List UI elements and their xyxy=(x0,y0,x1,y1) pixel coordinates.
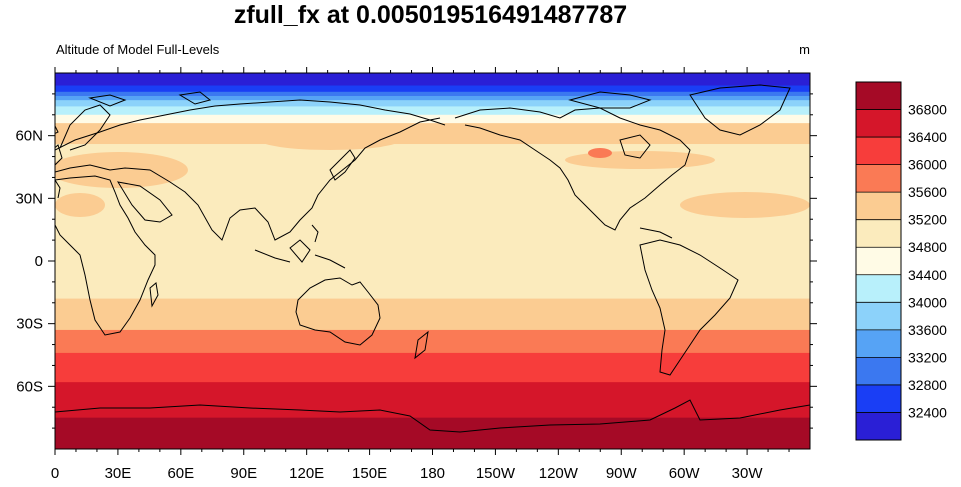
colorbar-box xyxy=(856,82,901,110)
colorbar-box xyxy=(856,137,901,165)
colorbar-box xyxy=(856,219,901,248)
colorbar-label: 33600 xyxy=(908,322,947,338)
axis-ticks xyxy=(48,67,817,455)
contour-band-9 xyxy=(55,298,810,331)
y-tick-labels: 60N 30N 0 30S 60S xyxy=(15,128,43,396)
colorbar-box xyxy=(856,302,901,331)
y-tick-label: 60N xyxy=(15,128,43,145)
chart-title: zfull_fx at 0.005019516491487787 xyxy=(233,1,628,29)
colorbar-box xyxy=(856,192,901,220)
colorbar-label: 32400 xyxy=(908,404,947,420)
contour-band-5 xyxy=(55,106,810,116)
x-tick-label: 120W xyxy=(539,465,579,482)
contour-band-1 xyxy=(55,85,810,93)
colorbar-label: 34000 xyxy=(908,294,947,310)
colorbar-label: 32800 xyxy=(908,377,947,393)
y-tick-label: 0 xyxy=(35,253,43,270)
colorbar-label: 35200 xyxy=(908,212,947,228)
coastlines xyxy=(55,84,810,433)
colorbar-box xyxy=(856,384,901,413)
contour-band-13 xyxy=(55,417,810,449)
x-tick-label: 120E xyxy=(289,465,324,482)
left-subtitle: Altitude of Model Full-Levels xyxy=(56,42,220,57)
colorbar-label: 36800 xyxy=(908,102,947,118)
x-tick-label: 150E xyxy=(352,465,387,482)
colorbar-label: 34800 xyxy=(908,239,947,255)
contour-band-3 xyxy=(55,95,810,101)
colorbar-box xyxy=(856,109,901,138)
contour-band-0 xyxy=(55,73,810,87)
contour-anomalies xyxy=(55,130,810,218)
x-tick-label: 150W xyxy=(476,465,516,482)
x-tick-label: 0 xyxy=(51,465,59,482)
x-tick-label: 30W xyxy=(732,465,764,482)
x-tick-label: 180 xyxy=(420,465,445,482)
colorbar-box xyxy=(856,247,901,276)
colorbar-box xyxy=(856,274,901,303)
contour-band-12 xyxy=(55,382,810,419)
colorbar-label: 35600 xyxy=(908,184,947,200)
y-tick-label: 60S xyxy=(16,378,43,395)
y-tick-label: 30S xyxy=(16,316,43,333)
units-label: m xyxy=(799,42,810,57)
x-tick-label: 90E xyxy=(230,465,257,482)
x-tick-label: 90W xyxy=(606,465,638,482)
x-tick-labels: 0 30E 60E 90E 120E 150E 180 150W 120W 90W 60W 30W xyxy=(51,465,764,482)
colorbar-label: 36000 xyxy=(908,157,947,173)
colorbar-box xyxy=(856,329,901,358)
colorbar-box xyxy=(856,412,901,441)
contour-band-7 xyxy=(55,123,810,145)
contour-band-2 xyxy=(55,91,810,97)
y-tick-label: 30N xyxy=(15,190,43,207)
colorbar-label: 33200 xyxy=(908,349,947,365)
contour-bands xyxy=(55,73,810,449)
colorbar-frame xyxy=(855,81,902,441)
contour-band-4 xyxy=(55,100,810,107)
colorbar: 32400 32800 33200 33600 34000 34400 34800 35200… xyxy=(855,81,947,441)
x-tick-label: 60W xyxy=(669,465,701,482)
colorbar-box xyxy=(856,357,901,386)
x-tick-label: 60E xyxy=(167,465,194,482)
colorbar-box xyxy=(856,164,901,193)
x-tick-label: 30E xyxy=(105,465,132,482)
contour-band-10 xyxy=(55,329,810,354)
colorbar-label: 34400 xyxy=(908,267,947,283)
colorbar-label: 36400 xyxy=(908,129,947,145)
contour-band-11 xyxy=(55,352,810,383)
